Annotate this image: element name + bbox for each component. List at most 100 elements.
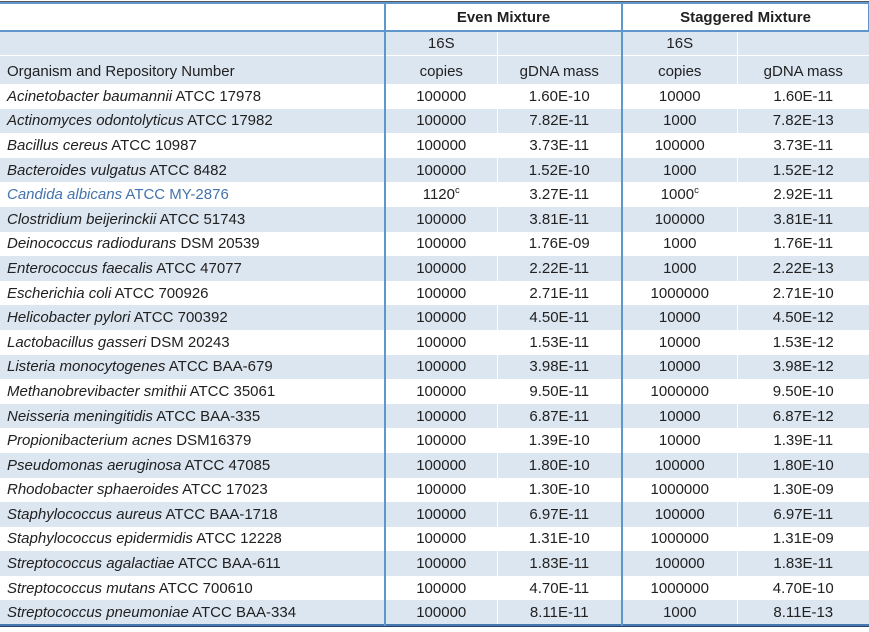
repository-number: ATCC 700392: [133, 309, 228, 327]
even-16s-copies-cell: 100000: [384, 477, 497, 503]
staggered-16s-copies-cell: 10000: [621, 428, 737, 453]
even-16s-label: 16S: [384, 31, 497, 56]
organism-name-italic: Propionibacterium acnes: [7, 432, 173, 450]
staggered-16s-copies-cell: 1000000: [621, 280, 737, 306]
organism-cell: Escherichia coli ATCC 700926: [0, 281, 385, 306]
organism-cell: Propionibacterium acnes DSM16379: [0, 428, 385, 453]
staggered-copies-label: copies: [621, 55, 737, 84]
staggered-gdna-mass-cell: 1.83E-11: [736, 551, 869, 576]
staggered-16s-copies-cell: 10000: [621, 84, 737, 109]
subheader-row-16s: 16S 16S: [0, 31, 869, 56]
even-gdna-mass-cell: 3.27E-11: [496, 182, 622, 207]
organism-cell: Enterococcus faecalis ATCC 47077: [0, 256, 385, 281]
even-16s-copies-cell: 100000: [384, 206, 497, 232]
table-row: Streptococcus pneumoniae ATCC BAA-334 100…: [0, 600, 869, 626]
empty-cell: [0, 31, 385, 56]
repository-number: ATCC BAA-334: [192, 603, 297, 621]
table-body: Acinetobacter baumannii ATCC 17978 100000…: [0, 84, 869, 626]
even-gdna-mass-cell: 4.50E-11: [496, 305, 622, 330]
table-row: Propionibacterium acnes DSM16379 100000 1.…: [0, 428, 869, 453]
staggered-16s-copies-cell: 1000: [621, 157, 737, 183]
even-16s-copies-cell: 100000: [384, 428, 497, 453]
even-gdna-mass-cell: 6.97E-11: [496, 502, 622, 527]
staggered-16s-copies-cell: 1000000: [621, 379, 737, 404]
even-mixture-header: Even Mixture: [384, 3, 623, 32]
even-gdna-mass-cell: 3.98E-11: [496, 354, 622, 380]
even-16s-copies-cell: 100000: [384, 329, 497, 355]
empty-cell: [496, 31, 622, 56]
repository-number: DSM 20539: [180, 235, 260, 253]
table-row: Escherichia coli ATCC 700926 100000 2.71E-…: [0, 280, 869, 306]
staggered-16s-copies-cell: 100000: [621, 206, 737, 232]
table-row: Pseudomonas aeruginosa ATCC 47085 100000 1…: [0, 452, 869, 478]
repository-number: ATCC 700610: [158, 579, 253, 597]
repository-number: ATCC 700926: [114, 284, 209, 302]
even-gdna-mass-cell: 1.53E-11: [496, 329, 622, 355]
even-gdna-mass-cell: 2.71E-11: [496, 280, 622, 306]
staggered-gdna-mass-cell: 2.71E-10: [736, 280, 869, 306]
staggered-16s-copies-cell: 1000: [621, 256, 737, 281]
staggered-gdna-mass-cell: 1.53E-12: [736, 329, 869, 355]
even-16s-copies-cell: 1120c: [384, 182, 497, 207]
even-gdna-mass-cell: 1.76E-09: [496, 231, 622, 257]
even-16s-copies-cell: 100000: [384, 502, 497, 527]
staggered-16s-copies-cell: 100000: [621, 551, 737, 576]
repository-number: ATCC 17982: [187, 112, 273, 130]
staggered-gdna-mass-cell: 1.30E-09: [736, 477, 869, 503]
table-row: Bacteroides vulgatus ATCC 8482 100000 1.52…: [0, 157, 869, 183]
group-header-row: Even Mixture Staggered Mixture: [0, 3, 869, 32]
table-row: Deinococcus radiodurans DSM 20539 100000 1…: [0, 231, 869, 257]
even-gdna-mass-cell: 6.87E-11: [496, 403, 622, 429]
organism-cell: Bacteroides vulgatus ATCC 8482: [0, 157, 385, 183]
table-row: Lactobacillus gasseri DSM 20243 100000 1.5…: [0, 329, 869, 355]
table-row: Streptococcus mutans ATCC 700610 100000 4.…: [0, 575, 869, 601]
table-row: Neisseria meningitidis ATCC BAA-335 10000…: [0, 403, 869, 429]
staggered-gdna-mass-cell: 1.60E-11: [736, 84, 869, 109]
staggered-gdna-mass-cell: 8.11E-13: [736, 600, 869, 626]
organism-name-italic: Listeria monocytogenes: [7, 358, 166, 376]
staggered-gdna-mass-cell: 1.52E-12: [736, 157, 869, 183]
repository-number: ATCC MY-2876: [125, 186, 229, 204]
organism-name-italic: Rhodobacter sphaeroides: [7, 481, 179, 499]
even-16s-copies-cell: 100000: [384, 551, 497, 576]
organism-cell: Actinomyces odontolyticus ATCC 17982: [0, 108, 385, 134]
even-16s-copies-cell: 100000: [384, 280, 497, 306]
staggered-gdna-mass-cell: 4.70E-10: [736, 575, 869, 601]
corner-empty-cell: [0, 3, 385, 32]
even-16s-copies-cell: 100000: [384, 231, 497, 257]
staggered-mixture-header: Staggered Mixture: [621, 3, 869, 32]
organism-name-italic: Streptococcus mutans: [7, 579, 156, 597]
organism-name-italic: Methanobrevibacter smithii: [7, 382, 187, 400]
staggered-gdna-mass-cell: 7.82E-13: [736, 108, 869, 134]
organism-cell: Streptococcus mutans ATCC 700610: [0, 576, 385, 601]
organism-name-italic: Enterococcus faecalis: [7, 259, 153, 277]
staggered-gdna-mass-cell: 1.80E-10: [736, 452, 869, 478]
even-16s-copies-cell: 100000: [384, 575, 497, 601]
repository-number: ATCC 10987: [111, 136, 197, 154]
repository-number: ATCC 51743: [159, 210, 246, 228]
organism-name-italic: Pseudomonas aeruginosa: [7, 456, 182, 474]
organism-cell: Pseudomonas aeruginosa ATCC 47085: [0, 452, 385, 478]
even-16s-copies-cell: 100000: [384, 133, 497, 158]
subheader-row-labels: Organism and Repository Number copies gD…: [0, 55, 869, 84]
repository-number: ATCC 47077: [156, 259, 242, 277]
organism-name-italic: Lactobacillus gasseri: [7, 333, 147, 351]
repository-number: ATCC 8482: [149, 161, 227, 179]
organism-cell: Acinetobacter baumannii ATCC 17978: [0, 84, 385, 109]
even-gdna-mass-cell: 1.83E-11: [496, 551, 622, 576]
repository-number: ATCC BAA-679: [168, 358, 273, 376]
organism-name-italic: Actinomyces odontolyticus: [7, 112, 184, 130]
organism-name-italic: Bacillus cereus: [7, 136, 108, 154]
even-gdna-mass-cell: 1.60E-10: [496, 84, 622, 109]
even-gdna-mass-cell: 1.31E-10: [496, 526, 622, 552]
staggered-16s-copies-cell: 10000: [621, 329, 737, 355]
organism-name-italic: Helicobacter pylori: [7, 309, 131, 327]
organism-name-italic: Candida albicans: [7, 186, 123, 204]
organism-name-italic: Escherichia coli: [7, 284, 112, 302]
even-16s-copies-cell: 100000: [384, 256, 497, 281]
empty-cell: [736, 31, 869, 56]
even-16s-copies-cell: 100000: [384, 600, 497, 626]
